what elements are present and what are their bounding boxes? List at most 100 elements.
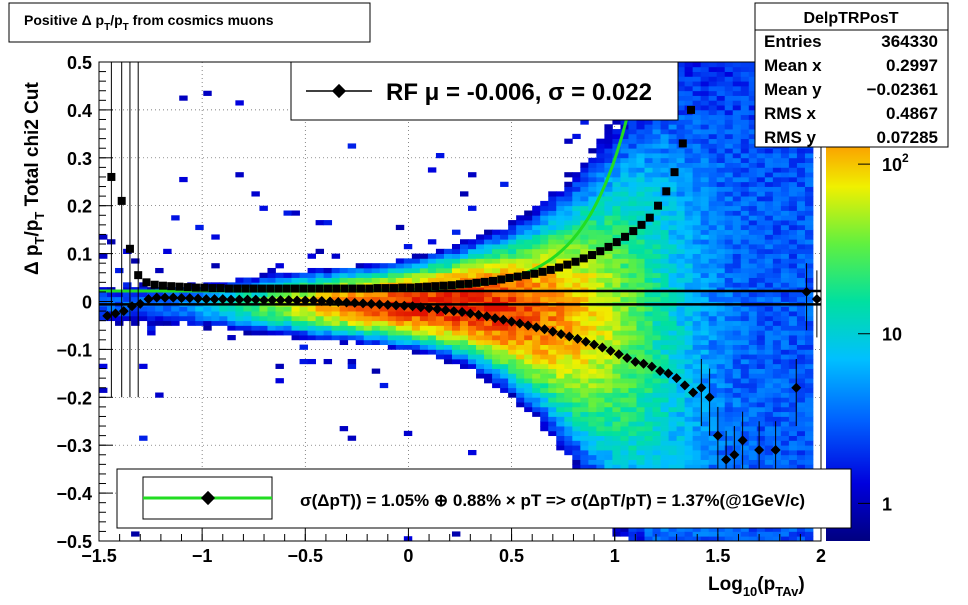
heatmap-cell (484, 291, 493, 298)
heatmap-cell (740, 157, 750, 163)
heatmap-cell (211, 291, 220, 298)
heatmap-cell (572, 378, 581, 384)
heatmap-cell (636, 157, 645, 163)
heatmap-cell (139, 291, 148, 298)
heatmap-cell (524, 373, 533, 379)
heatmap-cell (187, 311, 196, 317)
heatmap-cell (580, 277, 589, 283)
heatmap-cell (780, 416, 790, 422)
heatmap-cell (628, 349, 637, 355)
heatmap-cell (620, 291, 629, 298)
heatmap-cell (516, 239, 525, 245)
heatmap-cell (764, 392, 774, 398)
heatmap-cell (708, 526, 718, 532)
heatmap-cell (700, 229, 710, 235)
heatmap-cell (716, 244, 726, 250)
heatmap-cell (676, 291, 686, 298)
heatmap-cell (676, 368, 686, 374)
sigma-point (464, 279, 473, 288)
heatmap-cell (628, 124, 637, 130)
heatmap-cell (508, 239, 517, 245)
heatmap-cell (379, 382, 389, 389)
heatmap-cell (660, 263, 669, 269)
heatmap-cell (644, 129, 653, 135)
stats-row-value: 364330 (881, 32, 938, 51)
heatmap-cell (756, 172, 766, 178)
mean-point (589, 339, 600, 350)
heatmap-cell (484, 325, 493, 331)
heatmap-cell (620, 148, 629, 154)
heatmap-cell (628, 138, 637, 144)
heatmap-cell (708, 143, 718, 149)
heatmap-cell (628, 368, 637, 374)
heatmap-cell (748, 397, 758, 403)
heatmap-cell (187, 320, 196, 326)
color-bar-label: 102 (882, 151, 909, 175)
heatmap-cell (700, 421, 710, 427)
heatmap-cell (740, 105, 750, 111)
heatmap-cell (612, 253, 621, 259)
heatmap-cell (796, 440, 806, 446)
heatmap-cell (476, 306, 485, 312)
heatmap-cell (139, 311, 148, 317)
heatmap-cell (580, 440, 589, 446)
heatmap-cell (724, 263, 734, 269)
heatmap-cell (556, 387, 565, 393)
heatmap-cell (676, 224, 686, 231)
heatmap-cell (684, 435, 694, 441)
heatmap-cell (620, 426, 629, 432)
heatmap-cell (500, 335, 509, 341)
heatmap-cell (564, 315, 573, 322)
heatmap-cell (540, 387, 549, 393)
heatmap-cell (708, 157, 718, 163)
heatmap-cell (804, 320, 814, 326)
heatmap-cell (796, 325, 806, 331)
heatmap-cell (748, 402, 758, 408)
heatmap-cell (532, 354, 541, 360)
heatmap-cell (532, 248, 541, 254)
heatmap-cell (804, 258, 814, 264)
heatmap-cell (468, 258, 477, 264)
heatmap-cell (604, 162, 613, 168)
heatmap-cell (556, 373, 565, 379)
sigma-point (579, 254, 588, 263)
heatmap-cell (612, 363, 621, 369)
heatmap-cell (620, 406, 629, 413)
heatmap-cell (788, 430, 798, 437)
heatmap-cell (796, 368, 806, 374)
heatmap-cell (756, 258, 766, 264)
heatmap-cell (660, 344, 669, 350)
heatmap-cell (740, 306, 750, 312)
heatmap-cell (564, 411, 573, 417)
heatmap-cell (748, 186, 758, 192)
heatmap-cell (628, 392, 637, 398)
heatmap-cell (580, 176, 589, 183)
heatmap-cell (652, 239, 661, 245)
heatmap-cell (804, 153, 814, 159)
heatmap-cell (644, 320, 653, 326)
heatmap-cell (556, 421, 565, 427)
heatmap-cell (756, 373, 766, 379)
heatmap-cell (684, 445, 694, 451)
heatmap-cell (708, 76, 718, 82)
heatmap-cell (660, 148, 669, 154)
heatmap-cell (764, 220, 774, 226)
heatmap-cell (716, 81, 726, 87)
heatmap-cell (780, 430, 790, 437)
heatmap-cell (732, 430, 742, 437)
heatmap-cell (724, 244, 734, 250)
mean-point (638, 358, 649, 369)
heatmap-cell (628, 354, 637, 360)
heatmap-cell (684, 536, 694, 541)
heatmap-cell (772, 210, 782, 216)
heatmap-cell (548, 282, 557, 288)
heatmap-cell (668, 176, 677, 183)
heatmap-cell (451, 267, 461, 274)
heatmap-cell (660, 267, 669, 274)
heatmap-cell (716, 531, 726, 537)
heatmap-cell (676, 282, 686, 288)
heatmap-cell (572, 426, 581, 432)
heatmap-cell (588, 440, 597, 446)
heatmap-cell (716, 220, 726, 226)
heatmap-cell (756, 382, 766, 389)
